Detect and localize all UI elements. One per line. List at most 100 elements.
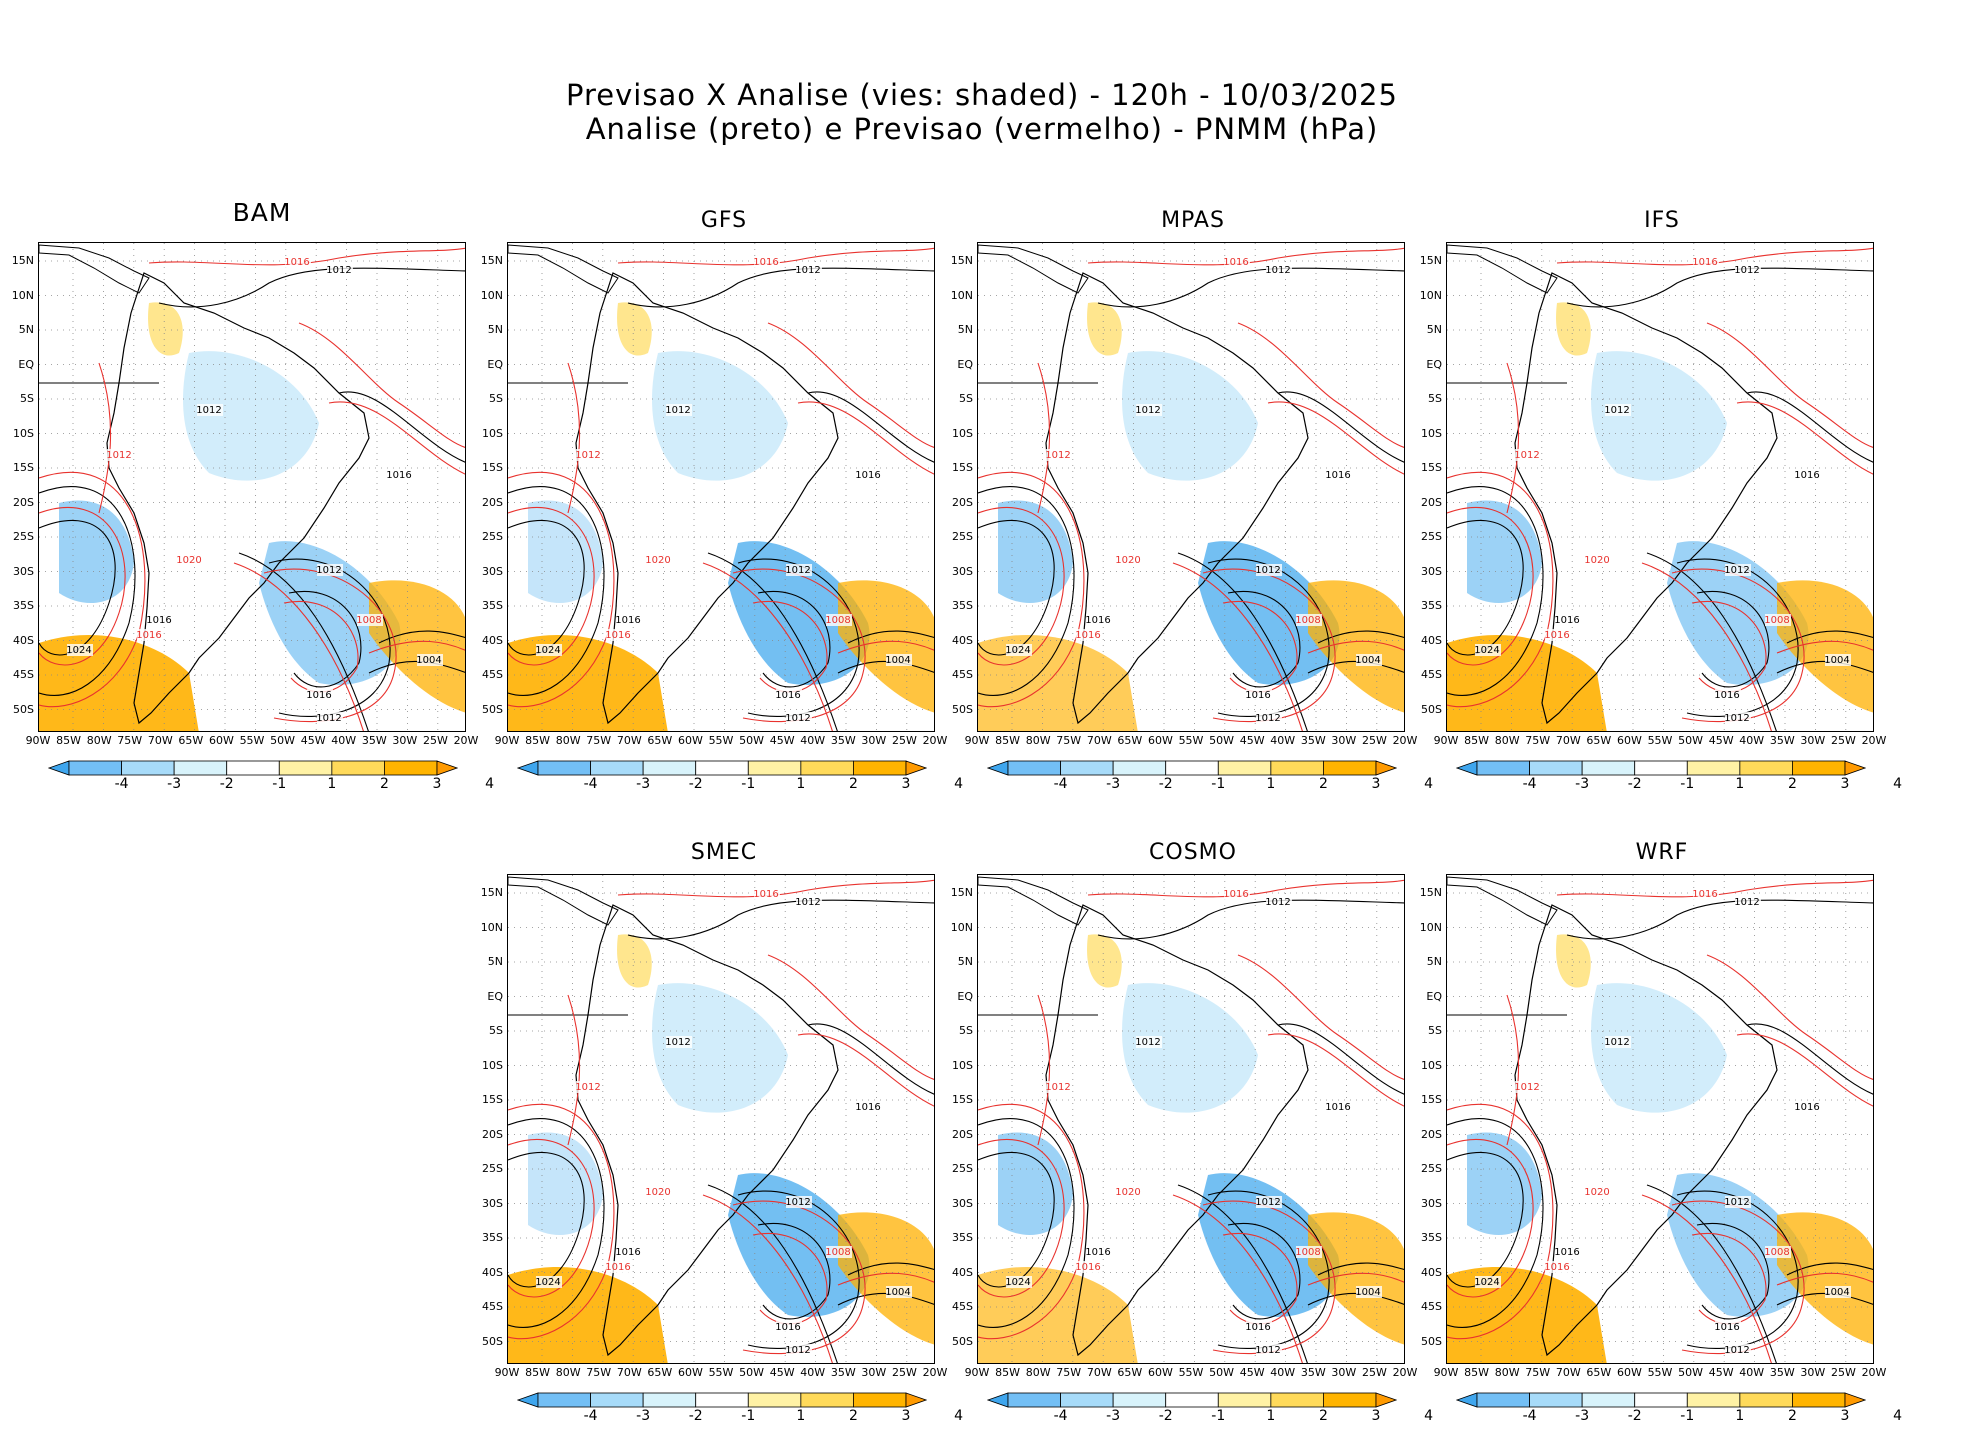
- lat-label: EQ: [1426, 989, 1442, 1003]
- colorbar-segment: [121, 760, 175, 776]
- lat-label: 10N: [480, 920, 503, 934]
- colorbar-segment: [1323, 760, 1377, 776]
- isobar-label-bg: [786, 564, 812, 576]
- isobar-analysis: [847, 1262, 934, 1276]
- isobar-label: 1024: [535, 645, 560, 656]
- isobar-forecast: [1237, 322, 1404, 448]
- lat-label: 20S: [482, 1127, 503, 1141]
- bias-shading: [1467, 500, 1542, 603]
- isobar-label: 1004: [1355, 1287, 1380, 1298]
- isobar-label-bg: [1136, 404, 1162, 416]
- lon-label: 75W: [586, 734, 612, 747]
- isobar-label-bg: [754, 888, 780, 900]
- colorbar-segment: [1007, 760, 1061, 776]
- isobar-forecast: [39, 471, 146, 708]
- isobar-label-bg: [1795, 469, 1821, 481]
- colorbar-label: 2: [848, 1408, 858, 1424]
- lat-label: 15N: [480, 254, 503, 267]
- lon-label: 90W: [494, 1366, 520, 1379]
- isobar-label-bg: [1735, 896, 1761, 908]
- colorbar: [986, 1392, 1398, 1408]
- colorbar-wrap: [516, 760, 928, 780]
- isobar-label: 1016: [855, 470, 880, 481]
- isobar-label: 1016: [1692, 889, 1717, 900]
- isobar-forecast: [508, 507, 595, 666]
- isobar-label: 1012: [1135, 1037, 1160, 1048]
- coastline-central-america: [1447, 876, 1558, 926]
- isobar-label: 1004: [1824, 655, 1849, 666]
- isobar-label-bg: [796, 264, 822, 276]
- isobar-forecast: [837, 1272, 934, 1286]
- colorbar-label: 3: [1371, 1408, 1381, 1424]
- lat-label: 20S: [1421, 495, 1442, 509]
- isobar-forecast: [1037, 362, 1051, 514]
- colorbar-label: 3: [1840, 776, 1850, 792]
- colorbar-segment: [590, 760, 644, 776]
- isobar-label: 1016: [1554, 615, 1579, 626]
- isobar-forecast: [1237, 954, 1404, 1080]
- lat-label: 40S: [1421, 633, 1442, 647]
- lat-label: 10N: [1419, 920, 1442, 934]
- lat-label: 30S: [482, 1196, 503, 1210]
- lon-label: 55W: [1647, 734, 1673, 747]
- lon-label: 20W: [1861, 1366, 1887, 1379]
- lat-label: 40S: [952, 633, 973, 647]
- colorbar-label: -4: [114, 776, 129, 792]
- isobar-label-bg: [786, 712, 812, 724]
- isobar-label-bg: [1256, 564, 1282, 576]
- isobar-label: 1016: [605, 1262, 630, 1273]
- colorbar-segment: [1581, 760, 1636, 776]
- panel-title-ifs: IFS: [1644, 208, 1680, 233]
- isobar-analysis: [1447, 1151, 1524, 1288]
- isobar-analysis: [1447, 486, 1544, 697]
- lon-label: 40W: [1739, 734, 1765, 747]
- lon-label: 80W: [1494, 734, 1520, 747]
- isobar-label-bg: [1136, 1036, 1162, 1048]
- isobar-forecast: [1267, 1033, 1404, 1107]
- isobar-label-bg: [1693, 888, 1719, 900]
- lon-label: 55W: [708, 1366, 734, 1379]
- panel-title-gfs: GFS: [700, 208, 748, 233]
- isobar-label-bg: [1585, 1186, 1611, 1198]
- isobar-label: 1016: [1544, 1262, 1569, 1273]
- colorbar-arrow-high: [1375, 760, 1398, 776]
- isobar-forecast: [508, 471, 615, 708]
- isobar-analysis: [1746, 391, 1873, 463]
- lon-label: 45W: [1708, 1366, 1734, 1379]
- isobar-label: 1012: [785, 565, 810, 576]
- lat-label: 25S: [1421, 530, 1442, 543]
- isobar-label-bg: [1555, 1246, 1581, 1258]
- isobar-forecast: [98, 362, 112, 514]
- lat-label: 10S: [482, 1058, 503, 1072]
- colorbar-label: -1: [1211, 776, 1226, 792]
- isobar-label-bg: [1545, 629, 1571, 641]
- bias-shading: [1198, 1173, 1340, 1317]
- isobar-label-bg: [666, 1036, 692, 1048]
- colorbar-label: 4: [954, 1408, 964, 1424]
- bias-shading: [652, 351, 788, 481]
- isobar-label-bg: [1555, 614, 1581, 626]
- lon-label: 40W: [800, 734, 826, 747]
- colorbar-segment: [1529, 1392, 1583, 1408]
- lat-label: 10N: [480, 288, 503, 302]
- map-panel-mpas: 1012 1016 1024 1020 1016 1012 1008 1004 1016 1012…: [977, 242, 1405, 732]
- isobar-label-bg: [1046, 1081, 1072, 1093]
- isobar-label: 1012: [1724, 1345, 1749, 1356]
- lon-label: 45W: [769, 734, 795, 747]
- isobar-label: 1008: [356, 615, 381, 626]
- isobar-label-bg: [1825, 1286, 1851, 1298]
- isobar-label: 1016: [1245, 1322, 1270, 1333]
- isobar-forecast: [508, 1103, 615, 1340]
- isobar-analysis: [1646, 552, 1777, 731]
- lat-label: 15S: [482, 1093, 503, 1106]
- isobar-label: 1012: [1255, 713, 1280, 724]
- map-panel-cosmo: 1012 1016 1024 1020 1016 1012 1008 1004 1016 1012…: [977, 874, 1405, 1364]
- colorbar-label: 1: [1266, 776, 1276, 792]
- isobar-analysis: [1786, 1262, 1873, 1276]
- colorbar-label: 4: [1893, 1408, 1903, 1424]
- isobar-forecast: [1776, 1272, 1873, 1286]
- lon-label: 35W: [830, 1366, 856, 1379]
- lat-label: 15S: [482, 461, 503, 474]
- isobar-label-bg: [1076, 629, 1102, 641]
- isobar-label-bg: [536, 1276, 562, 1288]
